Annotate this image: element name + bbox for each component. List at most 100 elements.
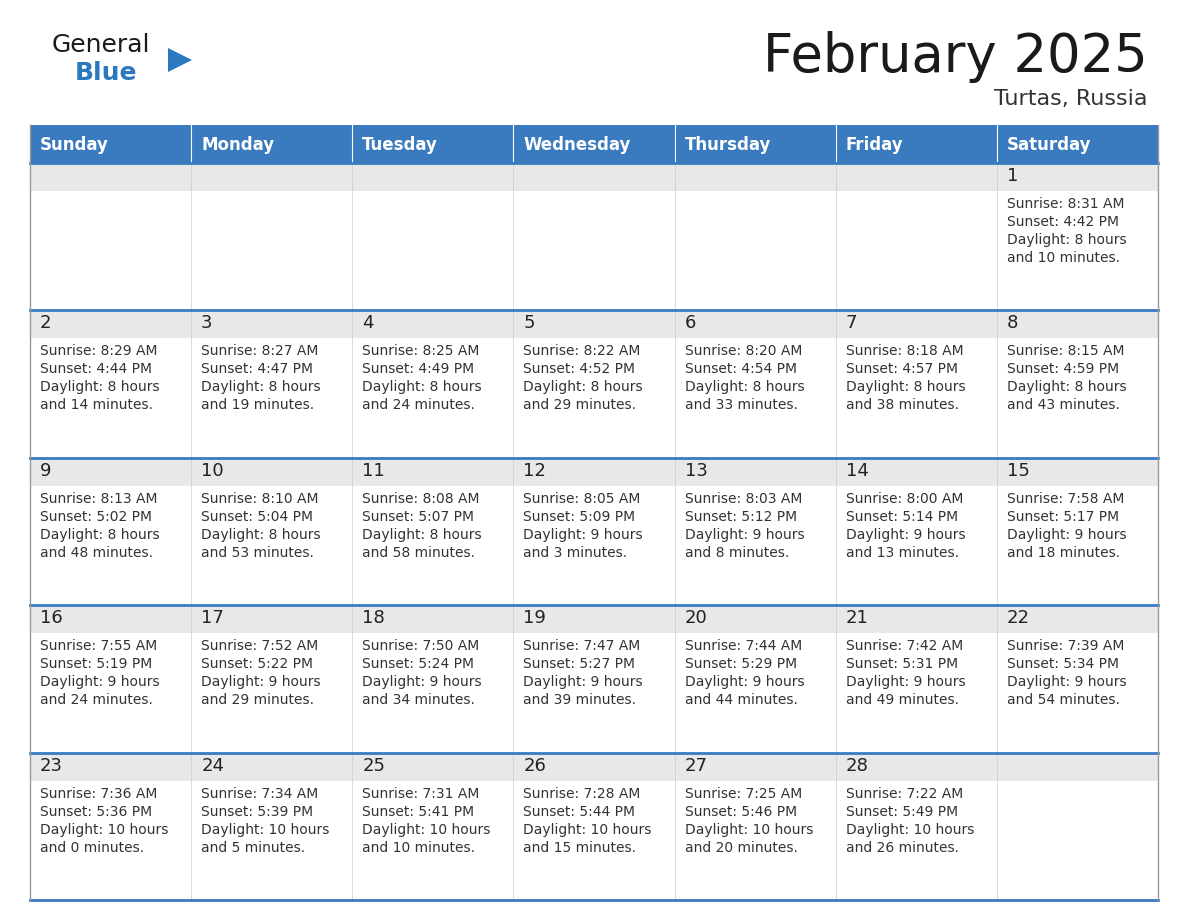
- Text: 24: 24: [201, 756, 225, 775]
- Text: Sunrise: 8:00 AM: Sunrise: 8:00 AM: [846, 492, 963, 506]
- Bar: [675, 780, 835, 900]
- Bar: [997, 310, 1158, 339]
- Bar: [675, 339, 835, 458]
- Text: 28: 28: [846, 756, 868, 775]
- Text: and 58 minutes.: and 58 minutes.: [362, 546, 475, 560]
- Text: Sunrise: 7:39 AM: Sunrise: 7:39 AM: [1007, 639, 1124, 654]
- Text: 18: 18: [362, 610, 385, 627]
- Bar: [191, 605, 353, 633]
- Bar: [835, 458, 997, 486]
- Bar: [835, 633, 997, 753]
- Text: 12: 12: [524, 462, 546, 480]
- Bar: [835, 753, 997, 780]
- Text: Sunrise: 7:55 AM: Sunrise: 7:55 AM: [40, 639, 157, 654]
- Text: Daylight: 10 hours: Daylight: 10 hours: [524, 823, 652, 836]
- Text: Sunrise: 8:31 AM: Sunrise: 8:31 AM: [1007, 197, 1124, 211]
- Bar: [191, 458, 353, 486]
- Text: and 24 minutes.: and 24 minutes.: [362, 398, 475, 412]
- Text: Sunrise: 8:13 AM: Sunrise: 8:13 AM: [40, 492, 158, 506]
- Bar: [997, 339, 1158, 458]
- Text: Sunrise: 8:08 AM: Sunrise: 8:08 AM: [362, 492, 480, 506]
- Text: Sunset: 4:44 PM: Sunset: 4:44 PM: [40, 363, 152, 376]
- Text: 13: 13: [684, 462, 707, 480]
- Bar: [30, 125, 191, 163]
- Bar: [513, 191, 675, 310]
- Text: 9: 9: [40, 462, 51, 480]
- Text: Sunset: 4:49 PM: Sunset: 4:49 PM: [362, 363, 474, 376]
- Text: and 10 minutes.: and 10 minutes.: [1007, 251, 1120, 265]
- Bar: [513, 605, 675, 633]
- Bar: [30, 339, 191, 458]
- Text: Daylight: 8 hours: Daylight: 8 hours: [684, 380, 804, 395]
- Text: Sunset: 5:29 PM: Sunset: 5:29 PM: [684, 657, 797, 671]
- Bar: [30, 458, 191, 486]
- Bar: [353, 458, 513, 486]
- Bar: [30, 633, 191, 753]
- Text: Daylight: 8 hours: Daylight: 8 hours: [846, 380, 966, 395]
- Bar: [997, 780, 1158, 900]
- Bar: [191, 163, 353, 191]
- Text: and 48 minutes.: and 48 minutes.: [40, 546, 153, 560]
- Text: Friday: Friday: [846, 136, 903, 154]
- Text: Turtas, Russia: Turtas, Russia: [994, 89, 1148, 109]
- Text: Sunrise: 7:47 AM: Sunrise: 7:47 AM: [524, 639, 640, 654]
- Bar: [675, 486, 835, 605]
- Bar: [997, 458, 1158, 486]
- Text: Daylight: 8 hours: Daylight: 8 hours: [201, 380, 321, 395]
- Text: 20: 20: [684, 610, 707, 627]
- Bar: [675, 125, 835, 163]
- Bar: [513, 339, 675, 458]
- Text: Daylight: 9 hours: Daylight: 9 hours: [1007, 528, 1126, 542]
- Text: Daylight: 8 hours: Daylight: 8 hours: [524, 380, 643, 395]
- Text: and 14 minutes.: and 14 minutes.: [40, 398, 153, 412]
- Text: Sunset: 4:52 PM: Sunset: 4:52 PM: [524, 363, 636, 376]
- Bar: [353, 780, 513, 900]
- Text: Sunset: 5:04 PM: Sunset: 5:04 PM: [201, 509, 314, 524]
- Bar: [513, 486, 675, 605]
- Bar: [835, 780, 997, 900]
- Text: 3: 3: [201, 314, 213, 332]
- Bar: [513, 753, 675, 780]
- Text: 25: 25: [362, 756, 385, 775]
- Bar: [353, 486, 513, 605]
- Text: Sunday: Sunday: [40, 136, 109, 154]
- Text: and 20 minutes.: and 20 minutes.: [684, 841, 797, 855]
- Text: Daylight: 9 hours: Daylight: 9 hours: [1007, 676, 1126, 689]
- Text: and 24 minutes.: and 24 minutes.: [40, 693, 153, 707]
- Bar: [997, 633, 1158, 753]
- Text: 19: 19: [524, 610, 546, 627]
- Bar: [675, 163, 835, 191]
- Text: Daylight: 9 hours: Daylight: 9 hours: [684, 676, 804, 689]
- Text: Sunset: 4:42 PM: Sunset: 4:42 PM: [1007, 215, 1119, 229]
- Text: General: General: [52, 33, 151, 57]
- Text: and 38 minutes.: and 38 minutes.: [846, 398, 959, 412]
- Text: and 5 minutes.: and 5 minutes.: [201, 841, 305, 855]
- Text: 15: 15: [1007, 462, 1030, 480]
- Text: Sunset: 5:09 PM: Sunset: 5:09 PM: [524, 509, 636, 524]
- Text: Sunset: 5:31 PM: Sunset: 5:31 PM: [846, 657, 958, 671]
- Text: Sunrise: 7:36 AM: Sunrise: 7:36 AM: [40, 787, 157, 800]
- Text: Daylight: 9 hours: Daylight: 9 hours: [524, 676, 643, 689]
- Text: and 43 minutes.: and 43 minutes.: [1007, 398, 1120, 412]
- Bar: [513, 780, 675, 900]
- Bar: [513, 310, 675, 339]
- Bar: [997, 605, 1158, 633]
- Text: Sunset: 5:14 PM: Sunset: 5:14 PM: [846, 509, 958, 524]
- Bar: [675, 310, 835, 339]
- Text: Daylight: 8 hours: Daylight: 8 hours: [40, 380, 159, 395]
- Bar: [353, 163, 513, 191]
- Text: and 13 minutes.: and 13 minutes.: [846, 546, 959, 560]
- Text: Sunset: 5:24 PM: Sunset: 5:24 PM: [362, 657, 474, 671]
- Bar: [675, 191, 835, 310]
- Text: and 10 minutes.: and 10 minutes.: [362, 841, 475, 855]
- Text: and 8 minutes.: and 8 minutes.: [684, 546, 789, 560]
- Text: Sunset: 5:19 PM: Sunset: 5:19 PM: [40, 657, 152, 671]
- Text: Sunrise: 8:22 AM: Sunrise: 8:22 AM: [524, 344, 640, 358]
- Text: 2: 2: [40, 314, 51, 332]
- Polygon shape: [168, 48, 192, 72]
- Text: Sunset: 5:46 PM: Sunset: 5:46 PM: [684, 804, 797, 819]
- Bar: [835, 163, 997, 191]
- Text: Sunrise: 8:20 AM: Sunrise: 8:20 AM: [684, 344, 802, 358]
- Bar: [191, 125, 353, 163]
- Text: and 39 minutes.: and 39 minutes.: [524, 693, 637, 707]
